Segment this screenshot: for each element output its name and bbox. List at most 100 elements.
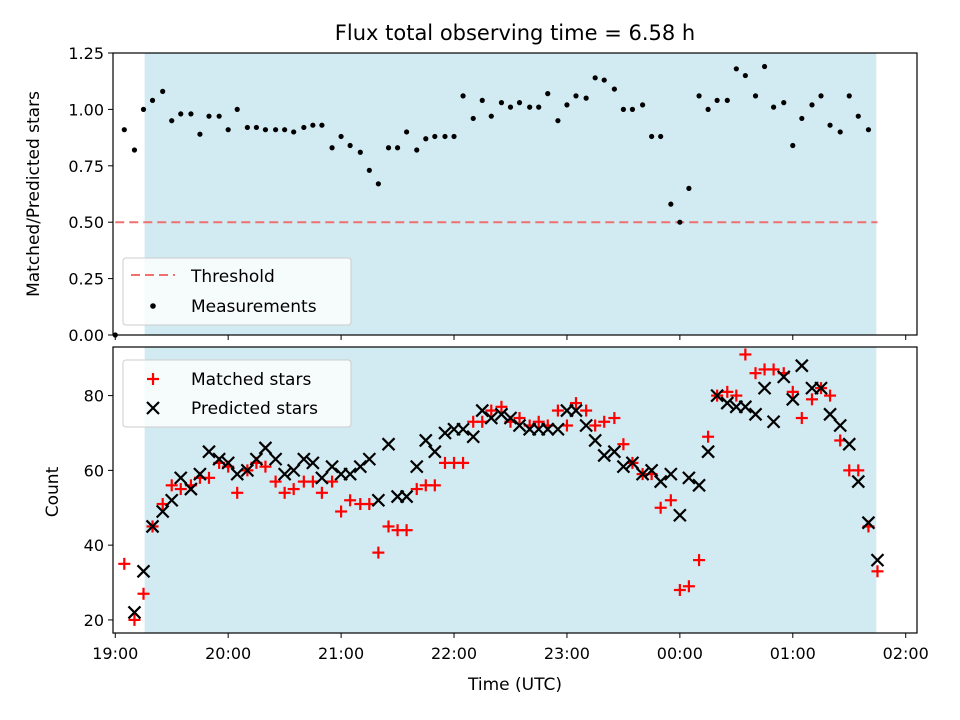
predicted-star-point [597, 448, 611, 463]
measurement-point [451, 133, 457, 140]
predicted-star-point [607, 444, 622, 459]
measurement-point [555, 118, 561, 124]
matched-star-point [287, 483, 300, 496]
measurement-point [291, 129, 297, 135]
measurement-point [234, 106, 240, 112]
y-tick-label: 0.00 [68, 326, 104, 345]
measurement-point [301, 124, 307, 131]
measurement-point [385, 145, 392, 151]
predicted-star-point [540, 422, 555, 437]
measurement-point [178, 111, 184, 117]
measurement-point [121, 127, 127, 133]
y-tick-label: 40 [84, 536, 104, 555]
measurement-point [470, 115, 476, 122]
matched-star-point [400, 524, 413, 537]
matched-star-point [654, 501, 667, 514]
measurement-point [310, 122, 316, 128]
matched-star-point [513, 412, 526, 425]
measurement-point [649, 133, 655, 140]
matched-star-point [702, 430, 715, 443]
measurement-point [479, 97, 485, 103]
matched-legend-marker [147, 373, 159, 385]
matched-star-point [739, 348, 752, 361]
predicted-star-point [579, 418, 593, 433]
matched-star-point [410, 483, 423, 496]
predicted-star-point [297, 452, 311, 466]
measurement-point [498, 100, 505, 106]
measurement-point [640, 102, 646, 108]
count-panel-frame [112, 346, 918, 634]
predicted-star-point [145, 519, 160, 534]
measurement-point [818, 93, 824, 99]
predicted-star-point [353, 459, 368, 474]
predicted-star-point [814, 381, 828, 395]
y-tick-label: 1.00 [68, 100, 104, 119]
matched-star-point [118, 557, 131, 570]
matched-star-point [457, 456, 470, 469]
measurement-point [225, 127, 231, 133]
matched-star-point [495, 400, 508, 413]
predicted-star-point [212, 452, 226, 466]
predicted-star-point [823, 407, 837, 422]
predicted-star-point [653, 474, 668, 489]
predicted-legend-marker [146, 401, 160, 415]
matched-star-point [532, 415, 545, 428]
threshold-legend-label: Threshold [190, 267, 275, 287]
predicted-star-point [673, 508, 687, 523]
measurement-point [629, 106, 636, 112]
predicted-star-point [306, 456, 320, 470]
measurement-points [112, 63, 872, 338]
measurement-point [140, 106, 147, 112]
measurement-point [564, 102, 570, 108]
matched-star-point [580, 404, 593, 417]
predicted-star-point [438, 426, 452, 440]
measurement-point [846, 93, 852, 99]
measurement-point [714, 97, 720, 103]
measurement-point [620, 106, 627, 112]
x-tick-label: 00:00 [657, 644, 703, 663]
measurement-point [781, 100, 787, 106]
predicted-star-point [551, 422, 565, 437]
measurements-legend-marker [150, 303, 156, 309]
predicted-star-point [635, 467, 650, 481]
x-tick-label: 20:00 [205, 644, 251, 663]
count-legend: Matched stars Predicted stars [122, 359, 352, 428]
measurement-point [592, 75, 598, 81]
measurement-point [865, 127, 872, 133]
ratio-panel-frame [112, 52, 918, 336]
predicted-star-point [419, 433, 433, 448]
predicted-star-point [268, 452, 283, 466]
predicted-star-point [325, 459, 339, 474]
measurement-point [319, 122, 325, 128]
matched-star-point [682, 580, 695, 593]
measurement-point [403, 129, 410, 135]
measurement-point [733, 66, 739, 72]
measurement-point [827, 122, 833, 128]
predicted-star-point [466, 429, 480, 444]
predicted-star-point [757, 381, 772, 395]
measurement-point [724, 97, 730, 103]
measurement-point [668, 201, 674, 207]
predicted-star-point [399, 489, 414, 504]
measurement-point [583, 95, 589, 101]
predicted-star-point [616, 459, 631, 474]
matched-star-point [749, 367, 762, 380]
matched-star-point [269, 475, 282, 488]
predicted-star-point [569, 403, 583, 418]
matched-star-point [673, 584, 686, 597]
ratio-y-axis-label: Matched/Predicted stars [24, 91, 44, 297]
count-points [118, 348, 885, 626]
measurement-point [206, 113, 212, 119]
measurement-point [809, 102, 815, 108]
measurement-point [442, 133, 448, 140]
measurement-point [244, 124, 250, 131]
measurement-point [169, 118, 175, 124]
matched-star-point [852, 464, 865, 477]
matched-star-point [372, 546, 385, 559]
count-legend-box [122, 359, 352, 428]
matched-star-point [278, 486, 291, 499]
predicted-star-point [664, 467, 678, 481]
x-tick-label: 21:00 [318, 644, 364, 663]
predicted-star-point [870, 553, 885, 567]
predicted-star-point [786, 392, 800, 407]
